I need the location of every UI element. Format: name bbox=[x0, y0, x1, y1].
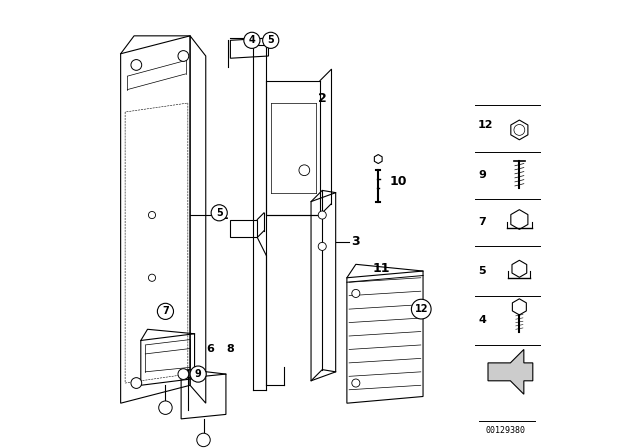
Text: 3: 3 bbox=[351, 235, 360, 249]
Text: 9: 9 bbox=[195, 369, 202, 379]
Text: 9: 9 bbox=[478, 170, 486, 180]
Circle shape bbox=[211, 205, 227, 221]
Polygon shape bbox=[488, 349, 533, 394]
Text: 10: 10 bbox=[389, 175, 407, 188]
Text: 5: 5 bbox=[268, 35, 274, 45]
Circle shape bbox=[157, 303, 173, 319]
Text: 5: 5 bbox=[478, 266, 486, 276]
Text: 7: 7 bbox=[478, 217, 486, 227]
Circle shape bbox=[318, 211, 326, 219]
Text: 2: 2 bbox=[317, 92, 326, 105]
Circle shape bbox=[178, 51, 189, 61]
Circle shape bbox=[514, 125, 525, 135]
Circle shape bbox=[262, 32, 279, 48]
Circle shape bbox=[299, 165, 310, 176]
Text: 4: 4 bbox=[248, 35, 255, 45]
Circle shape bbox=[352, 379, 360, 387]
Circle shape bbox=[148, 274, 156, 281]
Circle shape bbox=[412, 299, 431, 319]
Circle shape bbox=[197, 433, 210, 447]
Text: 6: 6 bbox=[206, 345, 214, 354]
Circle shape bbox=[131, 378, 141, 388]
Text: 1: 1 bbox=[220, 208, 228, 222]
Text: 7: 7 bbox=[162, 306, 169, 316]
Circle shape bbox=[159, 401, 172, 414]
Text: 5: 5 bbox=[216, 208, 223, 218]
Circle shape bbox=[190, 366, 206, 382]
Circle shape bbox=[148, 211, 156, 219]
Circle shape bbox=[178, 369, 189, 379]
Circle shape bbox=[244, 32, 260, 48]
Text: 12: 12 bbox=[415, 304, 428, 314]
Text: 12: 12 bbox=[478, 121, 493, 130]
Circle shape bbox=[318, 242, 326, 250]
Circle shape bbox=[131, 60, 141, 70]
Text: 11: 11 bbox=[372, 262, 390, 276]
Text: 4: 4 bbox=[478, 315, 486, 325]
Circle shape bbox=[352, 289, 360, 297]
Text: 8: 8 bbox=[226, 345, 234, 354]
Text: 00129380: 00129380 bbox=[486, 426, 526, 435]
